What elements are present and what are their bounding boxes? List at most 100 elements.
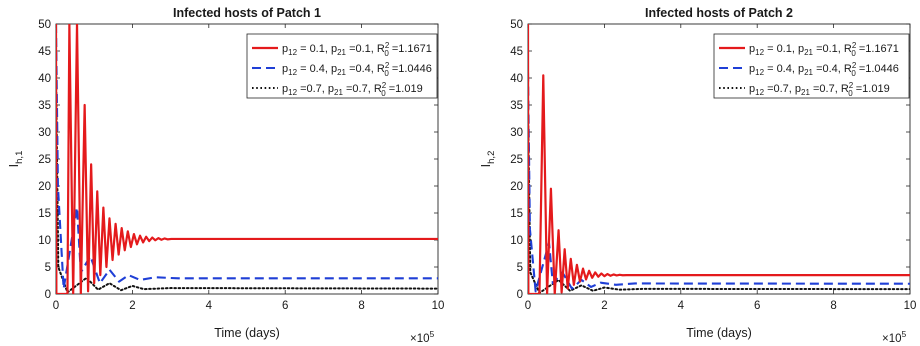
legend-text: =1.019 [386,83,423,95]
legend-text: =0.7, [297,83,328,95]
legend-sup: 2 [385,41,390,50]
legend-sub: 21 [337,48,346,57]
legend-p: p [749,83,755,95]
legend-label-3: p12 =0.7, p21 =0.7, R2 0 =1.019 [749,81,890,98]
x-tick-label: 10 [904,300,917,312]
legend-box [246,33,438,99]
y-axis-label: Ih,1 [7,151,25,168]
legend-sub: 21 [334,88,343,97]
chart-panel-2: Infected hosts of Patch 2051015202530354… [479,6,916,345]
chart-title: Infected hosts of Patch 2 [645,6,793,20]
series-line-2 [528,72,910,293]
legend-sup: 2 [852,41,857,50]
y-tick-label: 25 [510,154,523,166]
legend-text: = 0.1, [764,43,798,55]
y-tick-label: 0 [517,289,523,301]
legend-label-1: p12 = 0.1, p21 =0.1, R2 0 =1.1671 [282,41,432,58]
legend-p: p [798,63,804,75]
legend-text: =1.1671 [389,43,432,55]
y-label-subscript: h,1 [14,151,25,164]
x-axis-label: Time (days) [686,326,752,340]
y-tick-label: 50 [38,19,51,31]
legend-sub: 12 [755,68,764,77]
series-line-2 [56,24,438,290]
legend-label-1: p12 = 0.1, p21 =0.1, R2 0 =1.1671 [749,41,899,58]
legend-sub: 0 [384,69,389,78]
legend-text: =0.7, [810,83,841,95]
y-tick-label: 10 [38,235,51,247]
legend-r: R [844,63,852,75]
y-axis-label: Ih,2 [479,151,497,168]
x-tick-label: 10 [432,300,445,312]
legend-sub: 12 [288,48,297,57]
y-tick-label: 5 [45,262,51,274]
legend-sub: 12 [288,88,297,97]
chart-panel-1: Infected hosts of Patch 1051015202530354… [7,6,444,345]
y-label-main: I [7,164,21,167]
legend-sub: 12 [755,48,764,57]
legend-sub: 21 [337,68,346,77]
legend-text: = 0.4, [764,63,798,75]
x-tick-label: 8 [830,300,836,312]
legend-text: =1.019 [853,83,890,95]
y-tick-label: 0 [45,289,51,301]
legend-r: R [374,83,382,95]
y-tick-label: 35 [510,100,523,112]
y-tick-label: 25 [38,154,51,166]
legend-p: p [331,43,337,55]
x-axis-multiplier: ×105 [410,329,435,345]
legend-sup: 2 [385,61,390,70]
legend-text: =0.7, [764,83,795,95]
y-tick-label: 20 [510,181,523,193]
y-tick-label: 10 [510,235,523,247]
x-axis-label: Time (days) [214,326,280,340]
y-tick-label: 5 [517,262,523,274]
y-label-subscript: h,2 [486,151,497,164]
legend-label-2: p12 = 0.4, p21 =0.4, R2 0 =1.0446 [749,61,899,78]
series-line-1 [56,24,438,294]
legend-p: p [749,43,755,55]
legend-sub: 12 [755,88,764,97]
y-tick-label: 20 [38,181,51,193]
legend-p: p [328,83,334,95]
series-line-1 [528,24,910,294]
legend-sub: 12 [288,68,297,77]
legend-text: =0.4, [813,63,844,75]
x-tick-label: 6 [754,300,760,312]
legend-r: R [844,43,852,55]
y-tick-label: 30 [510,127,523,139]
x-multiplier-base: ×10 [410,333,430,345]
legend-text: =0.4, [346,63,377,75]
y-tick-label: 30 [38,127,51,139]
x-tick-label: 6 [282,300,288,312]
legend-p: p [282,43,288,55]
x-axis-multiplier: ×105 [882,329,907,345]
x-tick-label: 2 [601,300,607,312]
legend-label-2: p12 = 0.4, p21 =0.4, R2 0 =1.0446 [282,61,432,78]
y-label-main: I [479,164,493,167]
x-multiplier-base: ×10 [882,333,902,345]
legend-text: =0.1, [346,43,377,55]
legend-r: R [841,83,849,95]
x-tick-label: 0 [525,300,531,312]
x-tick-label: 2 [129,300,135,312]
chart-title: Infected hosts of Patch 1 [173,6,321,20]
legend-sup: 2 [852,61,857,70]
legend-p: p [798,43,804,55]
legend-text: = 0.4, [297,63,331,75]
y-tick-label: 50 [510,19,523,31]
legend-text: =1.1671 [856,43,899,55]
legend-p: p [795,83,801,95]
legend-sub: 0 [851,49,856,58]
x-multiplier-exponent: 5 [430,329,435,339]
x-tick-label: 8 [358,300,364,312]
legend-text: =0.1, [813,43,844,55]
x-tick-label: 4 [678,300,685,312]
legend-text: =0.7, [343,83,374,95]
legend-text: =1.0446 [389,63,432,75]
x-multiplier-exponent: 5 [902,329,907,339]
y-tick-label: 35 [38,100,51,112]
